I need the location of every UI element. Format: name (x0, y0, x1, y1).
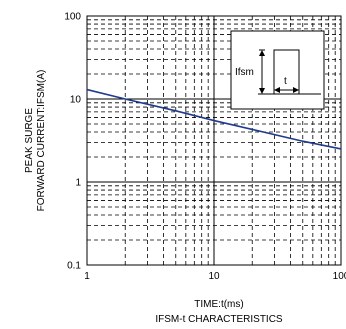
plot-area-frame (86, 15, 342, 266)
inset-arrowhead-top (259, 50, 265, 56)
inset-box (230, 30, 325, 110)
y-tick-label: 100 (64, 12, 81, 23)
series-line-0 (86, 88, 342, 150)
y-tick-label: 1 (75, 178, 81, 189)
series-group (86, 88, 342, 150)
y-tick-label: 0.1 (67, 261, 81, 272)
x-axis-label: TIME:t(ms) (194, 299, 243, 310)
chart-subtitle: IFSM-t CHARACTERISTICS (155, 314, 283, 325)
inset-t-label: t (284, 76, 287, 87)
x-tick-label: 1 (84, 271, 90, 282)
pulse-inset: Ifsm t (230, 30, 325, 110)
inset-arrowhead-bottom (259, 88, 265, 94)
inset-arrowhead-right (293, 87, 299, 93)
x-tick-label: 100 (333, 271, 346, 282)
y-axis-label-line-1: PEAK SURGE (24, 108, 35, 173)
x-tick-label: 10 (208, 271, 220, 282)
y-tick-label: 10 (70, 95, 82, 106)
inset-arrowhead-left (274, 87, 280, 93)
inset-ifsm-label: Ifsm (235, 67, 254, 78)
y-axis-label-line-2: FORWARD CURRENT:IFSM(A) (36, 70, 47, 212)
inset-pulse-waveform (273, 49, 300, 94)
tick-labels: 0.1110100110100 (64, 12, 346, 283)
